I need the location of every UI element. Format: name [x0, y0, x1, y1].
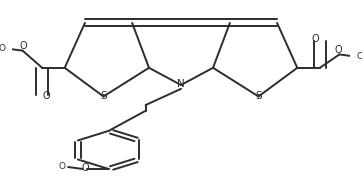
Text: O: O	[59, 162, 66, 171]
Text: O: O	[20, 41, 27, 51]
Text: S: S	[100, 91, 107, 101]
Text: S: S	[255, 91, 262, 101]
Text: N: N	[177, 79, 185, 89]
Text: O: O	[82, 163, 89, 173]
Text: O: O	[311, 34, 319, 44]
Text: O: O	[42, 91, 50, 101]
Text: O: O	[0, 44, 5, 53]
Text: O: O	[335, 45, 342, 55]
Text: O: O	[357, 52, 362, 61]
